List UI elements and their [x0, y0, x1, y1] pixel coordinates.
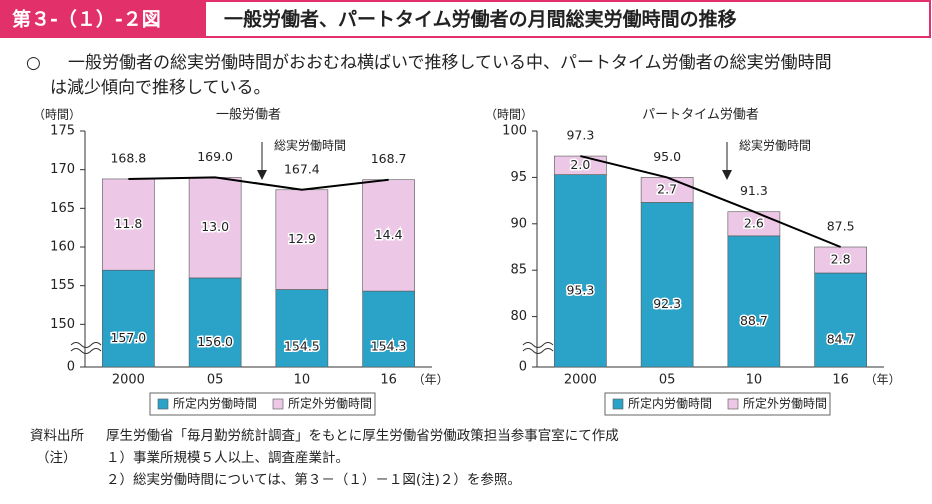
x-tick-label: 2000 [564, 373, 597, 388]
header-title: 一般労働者、パートタイム労働者の月間総実労働時間の推移 [224, 8, 737, 31]
value-label: 2.7 [657, 181, 677, 196]
total-label: 97.3 [566, 128, 594, 143]
axis-break [70, 342, 102, 354]
value-label: 84.7 [827, 331, 855, 346]
bar-segment [554, 174, 607, 368]
bar-segment [102, 178, 155, 271]
bar-segment [814, 272, 867, 368]
note-item: １）事業所規模５人以上、調査産業計。 [106, 450, 349, 466]
x-axis-label: （年） [865, 373, 901, 387]
header-label: 第３-（１）-２図 [12, 8, 161, 31]
total-label: 168.7 [371, 151, 407, 166]
total-label: 95.0 [653, 149, 681, 164]
bar-segment [275, 289, 329, 368]
legend-swatch [612, 398, 624, 410]
header-label-box [0, 0, 205, 38]
x-tick-label: 16 [380, 373, 397, 388]
y-tick-label: 0 [67, 360, 75, 375]
y-tick-label: 175 [50, 124, 75, 139]
legend-box [604, 392, 831, 416]
x-tick-label: 05 [659, 373, 676, 388]
y-tick-label: 90 [510, 216, 527, 231]
bar-segment [814, 246, 867, 274]
annotation: 総実労働時間 [739, 138, 811, 153]
x-tick-label: 10 [746, 373, 763, 388]
value-label: 157.0 [110, 330, 146, 345]
header-title-box [204, 0, 931, 38]
summary-line: 一般労働者の総実労働時間がおおむね横ばいで推移している中、パートタイム労働者の総… [68, 53, 832, 73]
annotation-arrowhead [257, 170, 267, 180]
y-tick-label: 160 [50, 240, 75, 255]
bar-segment [188, 277, 242, 368]
source-text: 厚生労働省「毎月勤労統計調査」をもとに厚生労働省労働政策担当参事官室にて作成 [106, 427, 619, 444]
bar-segment [640, 202, 694, 368]
y-tick-label: 165 [50, 201, 75, 216]
x-tick-label: 2000 [112, 373, 145, 388]
y-tick-label: 155 [50, 278, 75, 293]
annotation-arrowhead [722, 170, 732, 180]
total-label: 169.0 [197, 149, 233, 164]
value-label: 14.4 [375, 227, 403, 242]
summary-line: は減少傾向で推移している。 [50, 78, 271, 98]
value-label: 2.0 [570, 157, 590, 172]
annotation: 総実労働時間 [274, 138, 346, 153]
total-label: 87.5 [827, 219, 855, 234]
total-label: 167.4 [284, 161, 320, 176]
value-label: 11.8 [114, 216, 142, 231]
y-tick-label: 150 [50, 317, 75, 332]
bar-segment [102, 269, 155, 368]
x-axis-label: （年） [413, 373, 449, 387]
value-label: 2.8 [831, 251, 851, 266]
note-item: ２）総実労働時間については、第３－（１）－１図(注)２）を参照。 [106, 471, 521, 488]
value-label: 92.3 [653, 296, 681, 311]
legend-label: 所定内労働時間 [628, 396, 712, 411]
x-tick-label: 05 [207, 373, 224, 388]
value-label: 95.3 [566, 282, 594, 297]
chart-title: パートタイム労働者 [642, 108, 759, 123]
value-label: 154.5 [284, 339, 320, 354]
legend-label: 所定内労働時間 [173, 396, 257, 411]
y-tick-label: 100 [502, 124, 527, 139]
x-tick-label: 10 [294, 373, 311, 388]
total-line [128, 176, 389, 191]
bar-segment [362, 290, 415, 368]
summary-bullet: ○ [26, 53, 41, 73]
y-tick-label: 85 [510, 263, 527, 278]
value-label: 12.9 [288, 231, 316, 246]
total-label: 91.3 [740, 183, 768, 198]
y-tick-label: 0 [519, 360, 527, 375]
axis-break [522, 342, 554, 354]
value-label: 88.7 [740, 313, 768, 328]
value-label: 2.6 [744, 215, 764, 230]
bar-segment [188, 177, 242, 279]
bar-segment [362, 179, 415, 292]
bar-segment [640, 177, 694, 203]
legend-swatch [727, 398, 739, 410]
bar-segment [275, 189, 329, 290]
legend-swatch [157, 398, 169, 410]
total-line [580, 155, 842, 248]
y-axis-label: （時間） [485, 108, 533, 122]
legend-swatch [272, 398, 284, 410]
legend-box [149, 392, 376, 416]
y-tick-label: 95 [510, 170, 527, 185]
legend-label: 所定外労働時間 [288, 396, 372, 411]
y-axis-label: （時間） [33, 108, 81, 122]
chart-title: 一般労働者 [216, 107, 281, 123]
total-label: 168.8 [110, 150, 146, 165]
value-label: 154.3 [371, 339, 407, 354]
x-tick-label: 16 [832, 373, 849, 388]
source-label: 資料出所 [30, 428, 84, 444]
bar-segment [727, 235, 781, 368]
notes-label: （注） [36, 450, 77, 466]
value-label: 13.0 [201, 219, 229, 234]
y-tick-label: 80 [510, 309, 527, 324]
bar-segment [727, 211, 781, 237]
y-tick-label: 170 [50, 162, 75, 177]
legend-label: 所定外労働時間 [743, 396, 827, 411]
value-label: 156.0 [197, 334, 233, 349]
